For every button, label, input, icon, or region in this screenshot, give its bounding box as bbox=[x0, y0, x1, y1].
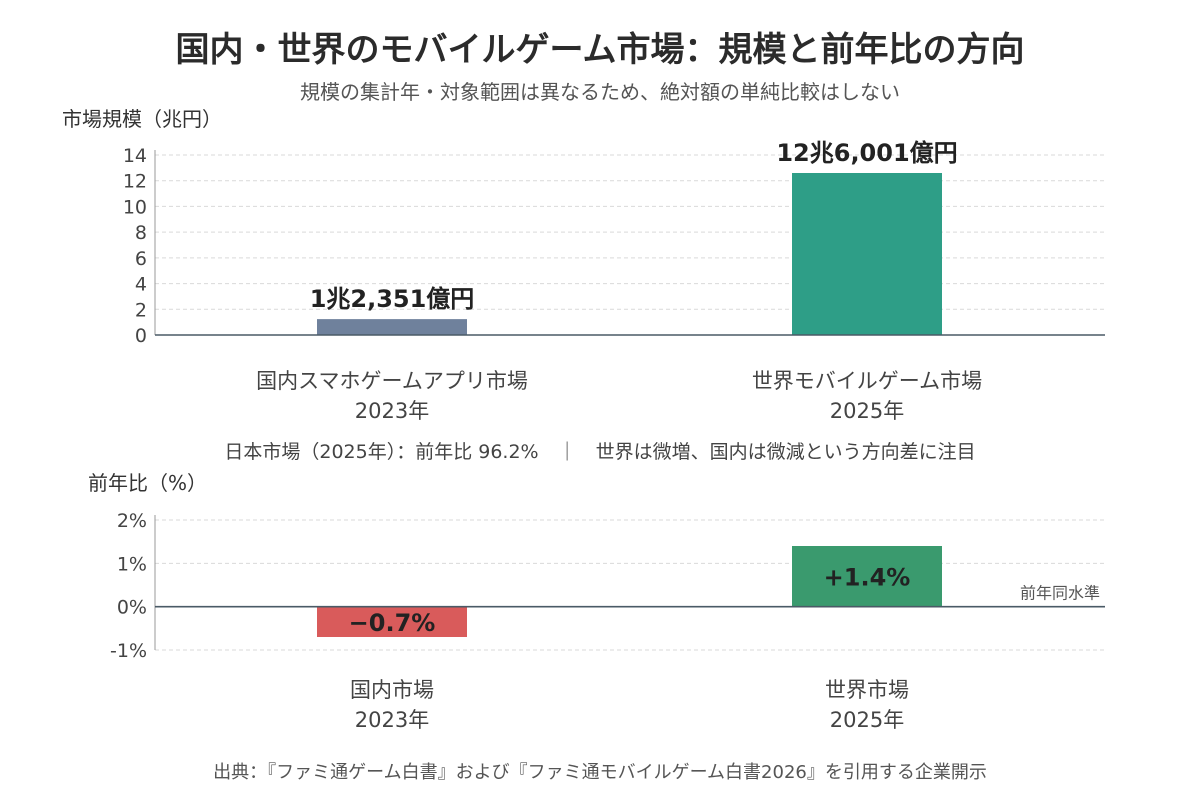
size-bar bbox=[317, 319, 467, 335]
yoy-category-year-label: 2023年 bbox=[355, 708, 429, 732]
yoy-category-label: 世界市場 bbox=[825, 678, 909, 702]
size-y-tick-label: 8 bbox=[135, 222, 147, 244]
size-y-tick-label: 14 bbox=[123, 145, 147, 167]
source-note: 出典：『ファミ通ゲーム白書』および『ファミ通モバイルゲーム白書2026』を引用す… bbox=[213, 762, 987, 783]
yoy-bar bbox=[317, 606, 467, 637]
size-y-tick-label: 10 bbox=[123, 196, 147, 218]
size-category-year-label: 2025年 bbox=[830, 399, 904, 423]
size-y-tick-label: 6 bbox=[135, 248, 147, 270]
size-y-tick-label: 4 bbox=[135, 274, 147, 296]
yoy-category-label: 国内市場 bbox=[350, 678, 434, 702]
yoy-category-year-label: 2025年 bbox=[830, 708, 904, 732]
yoy-y-tick-label: 1% bbox=[117, 553, 147, 575]
yoy-y-tick-label: 2% bbox=[117, 510, 147, 532]
chart-title: 国内・世界のモバイルゲーム市場：規模と前年比の方向 bbox=[175, 30, 1025, 70]
yoy-bar bbox=[792, 546, 942, 607]
size-bar bbox=[792, 172, 942, 335]
size-y-tick-label: 0 bbox=[135, 325, 147, 347]
yoy-bar-data-label: +1.4% bbox=[824, 563, 911, 591]
market-note-caption: 日本市場（2025年）：前年比 96.2% ｜ 世界は微増、国内は微減という方向… bbox=[224, 441, 976, 463]
size-category-label: 国内スマホゲームアプリ市場 bbox=[256, 369, 528, 393]
chart-subtitle: 規模の集計年・対象範囲は異なるため、絶対額の単純比較はしない bbox=[300, 80, 900, 104]
yoy-y-tick-label: 0% bbox=[117, 597, 147, 619]
size-y-axis-label: 市場規模（兆円） bbox=[62, 107, 222, 131]
yoy-y-tick-label: -1% bbox=[110, 640, 147, 662]
size-category-year-label: 2023年 bbox=[355, 399, 429, 423]
yoy-reference-line-label: 前年同水準 bbox=[1020, 584, 1100, 603]
size-bar-data-label: 12兆6,001億円 bbox=[776, 139, 957, 167]
yoy-bar-data-label: −0.7% bbox=[349, 609, 436, 637]
size-y-tick-label: 2 bbox=[135, 299, 147, 321]
yoy-y-axis-label: 前年比（%） bbox=[88, 471, 207, 495]
size-bar-data-label: 1兆2,351億円 bbox=[310, 285, 475, 313]
size-category-label: 世界モバイルゲーム市場 bbox=[752, 369, 982, 393]
size-y-tick-label: 12 bbox=[123, 171, 147, 193]
